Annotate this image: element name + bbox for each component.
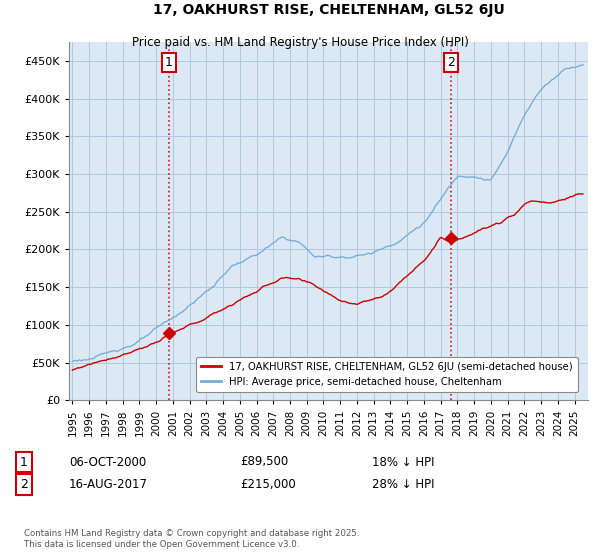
- Text: £215,000: £215,000: [240, 478, 296, 491]
- Legend: 17, OAKHURST RISE, CHELTENHAM, GL52 6JU (semi-detached house), HPI: Average pric: 17, OAKHURST RISE, CHELTENHAM, GL52 6JU …: [196, 357, 578, 392]
- Text: 06-OCT-2000: 06-OCT-2000: [69, 455, 146, 469]
- Text: £89,500: £89,500: [240, 455, 288, 469]
- Text: 18% ↓ HPI: 18% ↓ HPI: [372, 455, 434, 469]
- Text: 2: 2: [447, 56, 455, 69]
- Text: 1: 1: [165, 56, 173, 69]
- Text: 1: 1: [20, 455, 28, 469]
- Text: 16-AUG-2017: 16-AUG-2017: [69, 478, 148, 491]
- Text: Price paid vs. HM Land Registry's House Price Index (HPI): Price paid vs. HM Land Registry's House …: [131, 36, 469, 49]
- Text: 28% ↓ HPI: 28% ↓ HPI: [372, 478, 434, 491]
- Text: 2: 2: [20, 478, 28, 491]
- Text: Contains HM Land Registry data © Crown copyright and database right 2025.
This d: Contains HM Land Registry data © Crown c…: [24, 529, 359, 549]
- Title: 17, OAKHURST RISE, CHELTENHAM, GL52 6JU: 17, OAKHURST RISE, CHELTENHAM, GL52 6JU: [152, 3, 505, 17]
